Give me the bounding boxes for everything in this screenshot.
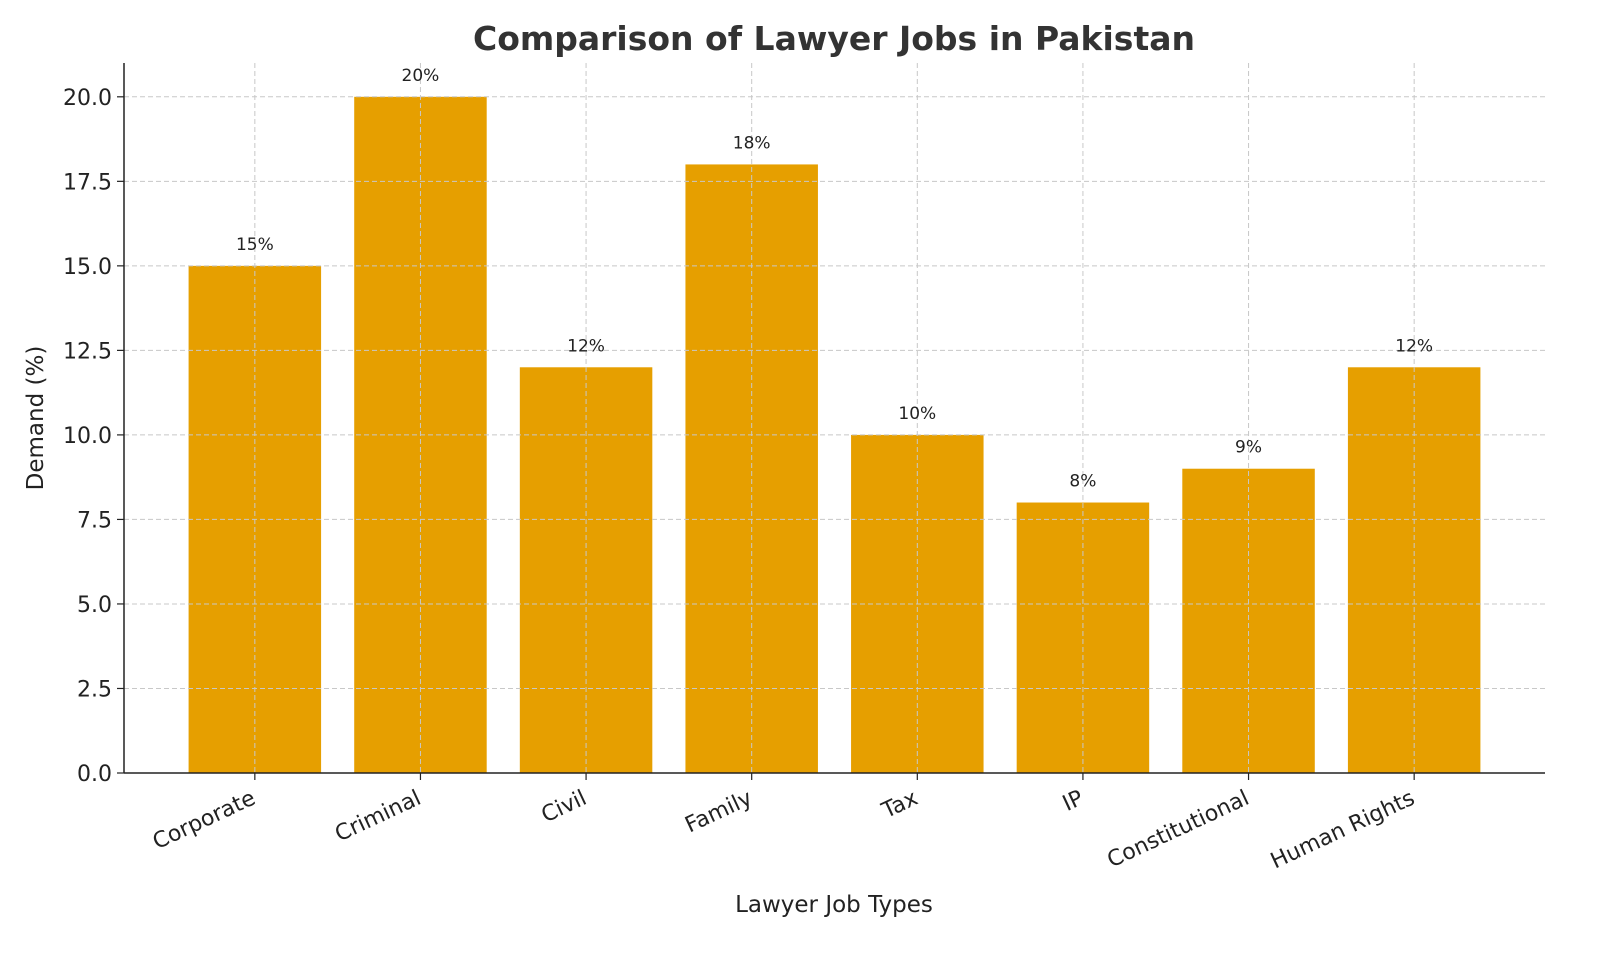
y-tick-label: 5.0 (77, 593, 112, 618)
x-tick-label: IP (1059, 786, 1087, 817)
y-tick-label: 2.5 (77, 677, 112, 702)
x-tick-label: Corporate (149, 786, 259, 855)
data-label: 12% (567, 336, 605, 356)
data-label: 10% (898, 404, 936, 424)
y-tick-label: 20.0 (63, 86, 112, 111)
x-tick-label: Tax (877, 786, 921, 824)
x-tick-label: Human Rights (1267, 786, 1419, 874)
chart-title: Comparison of Lawyer Jobs in Pakistan (473, 19, 1195, 58)
y-tick-label: 17.5 (63, 170, 112, 195)
x-tick-label: Criminal (331, 786, 425, 847)
x-axis-label: Lawyer Job Types (735, 892, 933, 918)
x-tick-label: Civil (538, 786, 591, 828)
y-tick-label: 15.0 (63, 255, 112, 280)
data-label: 12% (1395, 336, 1433, 356)
data-labels: 15% 20% 12% 18% 10% 8% 9% 12% (236, 66, 1433, 492)
data-label: 9% (1235, 438, 1262, 458)
x-tick-label: Constitutional (1104, 786, 1253, 873)
y-tick-label: 0.0 (77, 762, 112, 787)
y-axis-label: Demand (%) (23, 346, 49, 491)
x-tick-label: Family (681, 786, 756, 839)
grid-lines (124, 63, 1545, 774)
data-label: 15% (236, 235, 274, 255)
data-label: 20% (402, 66, 440, 86)
data-label: 18% (733, 133, 771, 153)
data-label: 8% (1069, 472, 1096, 492)
y-tick-label: 12.5 (63, 339, 112, 364)
y-tick-label: 7.5 (77, 508, 112, 533)
y-tick-label: 10.0 (63, 424, 112, 449)
